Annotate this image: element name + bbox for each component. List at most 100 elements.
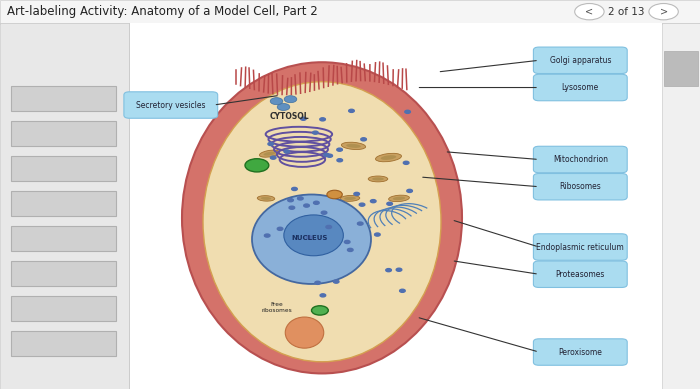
FancyBboxPatch shape — [533, 74, 627, 101]
FancyBboxPatch shape — [10, 121, 116, 146]
Circle shape — [245, 159, 269, 172]
Ellipse shape — [372, 177, 384, 180]
FancyBboxPatch shape — [533, 173, 627, 200]
Circle shape — [374, 233, 380, 236]
Circle shape — [270, 98, 283, 105]
Circle shape — [386, 268, 391, 272]
FancyBboxPatch shape — [0, 0, 700, 23]
FancyBboxPatch shape — [10, 296, 116, 321]
Circle shape — [649, 4, 678, 20]
Circle shape — [284, 96, 297, 103]
Text: Peroxisome: Peroxisome — [559, 347, 602, 357]
FancyBboxPatch shape — [533, 47, 627, 74]
Circle shape — [326, 226, 332, 229]
Circle shape — [360, 138, 366, 141]
Circle shape — [300, 117, 306, 120]
FancyBboxPatch shape — [664, 51, 698, 86]
Text: Ribosomes: Ribosomes — [559, 182, 601, 191]
FancyBboxPatch shape — [10, 191, 116, 216]
Circle shape — [289, 206, 295, 209]
Circle shape — [387, 202, 393, 205]
Text: <: < — [585, 7, 594, 17]
Text: Secretory vesicles: Secretory vesicles — [136, 100, 206, 110]
Circle shape — [337, 159, 342, 162]
Text: Endoplasmic reticulum: Endoplasmic reticulum — [536, 242, 624, 252]
FancyBboxPatch shape — [533, 234, 627, 260]
Ellipse shape — [368, 176, 388, 182]
Circle shape — [306, 236, 312, 239]
Ellipse shape — [346, 144, 360, 148]
Circle shape — [400, 289, 405, 293]
Circle shape — [354, 193, 360, 196]
FancyBboxPatch shape — [662, 23, 700, 389]
Ellipse shape — [327, 190, 342, 199]
FancyBboxPatch shape — [124, 92, 218, 118]
Text: Free
ribosomes: Free ribosomes — [261, 302, 292, 313]
Ellipse shape — [393, 196, 405, 200]
Circle shape — [320, 294, 326, 297]
Ellipse shape — [286, 317, 323, 348]
Text: Mitochondrion: Mitochondrion — [553, 155, 608, 164]
Circle shape — [323, 153, 329, 156]
Ellipse shape — [258, 196, 274, 201]
FancyBboxPatch shape — [533, 146, 627, 173]
Text: 2 of 13: 2 of 13 — [608, 7, 645, 17]
Circle shape — [277, 227, 283, 230]
Ellipse shape — [375, 153, 402, 162]
Circle shape — [292, 187, 298, 191]
Text: Proteasomes: Proteasomes — [556, 270, 605, 279]
Circle shape — [347, 248, 353, 251]
Circle shape — [403, 161, 409, 165]
Circle shape — [349, 109, 354, 112]
Circle shape — [312, 131, 318, 134]
Circle shape — [321, 211, 327, 214]
Circle shape — [304, 204, 309, 207]
Ellipse shape — [203, 82, 441, 362]
Circle shape — [288, 199, 293, 202]
Ellipse shape — [389, 195, 410, 202]
Circle shape — [333, 280, 339, 283]
Circle shape — [298, 197, 303, 200]
Ellipse shape — [252, 194, 371, 284]
Circle shape — [312, 306, 328, 315]
Ellipse shape — [263, 152, 276, 156]
Circle shape — [407, 189, 412, 193]
Circle shape — [370, 200, 376, 203]
Circle shape — [575, 4, 604, 20]
FancyBboxPatch shape — [10, 156, 116, 181]
FancyBboxPatch shape — [10, 331, 116, 356]
FancyBboxPatch shape — [130, 23, 662, 389]
Ellipse shape — [340, 195, 360, 202]
FancyBboxPatch shape — [10, 261, 116, 286]
FancyBboxPatch shape — [129, 23, 130, 389]
FancyBboxPatch shape — [0, 23, 130, 389]
Text: CYTOSOL: CYTOSOL — [270, 112, 309, 121]
Text: Art-labeling Activity: Anatomy of a Model Cell, Part 2: Art-labeling Activity: Anatomy of a Mode… — [7, 5, 318, 18]
Circle shape — [284, 150, 290, 153]
Circle shape — [396, 268, 402, 271]
Circle shape — [320, 118, 326, 121]
FancyBboxPatch shape — [10, 86, 116, 111]
FancyBboxPatch shape — [0, 23, 700, 25]
Text: NUCLEUS: NUCLEUS — [291, 235, 328, 241]
Circle shape — [405, 110, 410, 113]
Ellipse shape — [260, 150, 279, 157]
Circle shape — [270, 156, 276, 159]
Ellipse shape — [261, 197, 271, 200]
Ellipse shape — [344, 197, 356, 200]
Circle shape — [359, 203, 365, 206]
Circle shape — [314, 201, 319, 204]
Circle shape — [337, 148, 342, 151]
Circle shape — [315, 281, 321, 284]
Circle shape — [358, 222, 363, 225]
Circle shape — [277, 103, 290, 110]
Text: Golgi apparatus: Golgi apparatus — [550, 56, 611, 65]
FancyBboxPatch shape — [533, 339, 627, 365]
Text: Lysosome: Lysosome — [561, 83, 599, 92]
Text: >: > — [659, 7, 668, 17]
FancyBboxPatch shape — [10, 226, 116, 251]
Circle shape — [344, 240, 350, 244]
Circle shape — [327, 154, 332, 157]
Ellipse shape — [381, 155, 396, 160]
Ellipse shape — [284, 215, 344, 256]
